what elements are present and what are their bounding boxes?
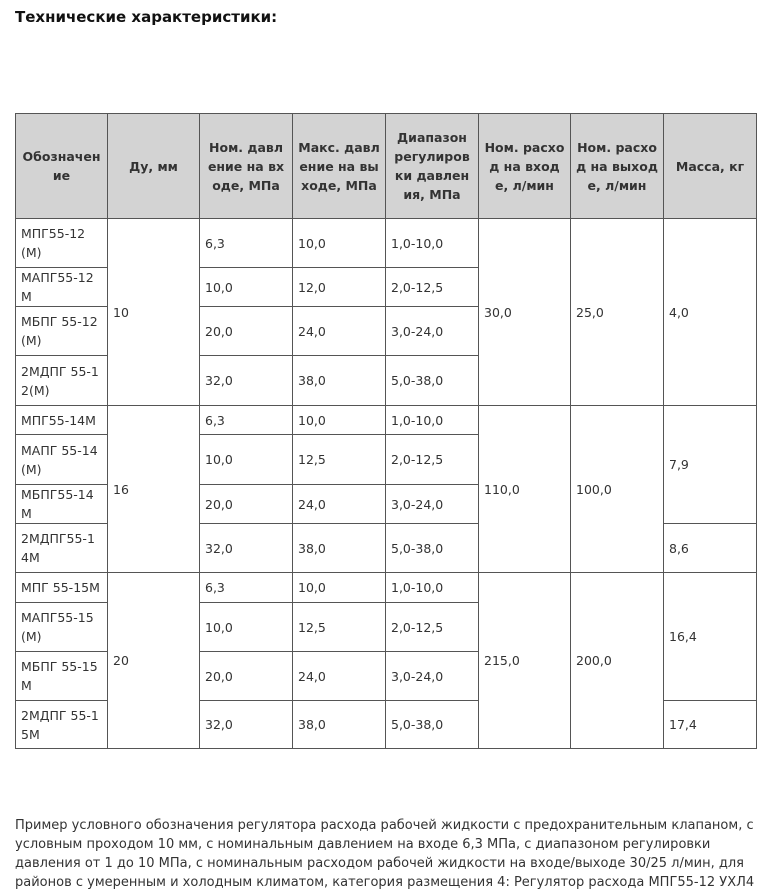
outlet-pressure-cell: 38,0 xyxy=(292,700,386,749)
mass-cell: 16,4 xyxy=(663,572,757,701)
outlet-pressure-cell: 10,0 xyxy=(292,218,386,268)
pressure-range-cell: 1,0-10,0 xyxy=(385,572,479,603)
nominal-bore-cell: 16 xyxy=(107,405,200,573)
column-header: Макс. давление на выходе, МПа xyxy=(292,113,386,219)
designation-cell: 2МДПГ 55-15М xyxy=(15,700,108,749)
table-row: МПГ 55-15М 20 6,3 10,0 1,0-10,0 215,0 200,0 16,… xyxy=(15,572,757,749)
pressure-range-cell: 5,0-38,0 xyxy=(385,355,479,406)
designation-cell: МБПГ 55-15М xyxy=(15,651,108,701)
pressure-range-cell: 3,0-24,0 xyxy=(385,651,479,701)
inlet-pressure-cell: 32,0 xyxy=(199,355,293,406)
column-header: Ном. расход на входе, л/мин xyxy=(478,113,571,219)
pressure-range-cell: 3,0-24,0 xyxy=(385,484,479,524)
nominal-bore-cell: 10 xyxy=(107,218,200,406)
designation-cell: МБПГ55-14М xyxy=(15,484,108,524)
inlet-pressure-cell: 10,0 xyxy=(199,602,293,652)
section-title: Технические характеристики: xyxy=(15,8,278,26)
outlet-pressure-cell: 12,5 xyxy=(292,602,386,652)
inlet-pressure-cell: 32,0 xyxy=(199,523,293,573)
column-header: Ном. давление на входе, МПа xyxy=(199,113,293,219)
inlet-pressure-cell: 10,0 xyxy=(199,434,293,485)
outlet-flow-cell: 25,0 xyxy=(570,218,664,406)
mass-cell: 7,9 xyxy=(663,405,757,524)
pressure-range-cell: 2,0-12,5 xyxy=(385,267,479,307)
mass-cell: 8,6 xyxy=(663,523,757,573)
pressure-range-cell: 1,0-10,0 xyxy=(385,218,479,268)
outlet-pressure-cell: 10,0 xyxy=(292,572,386,603)
designation-cell: МАПГ55-12М xyxy=(15,267,108,307)
outlet-pressure-cell: 12,5 xyxy=(292,434,386,485)
outlet-flow-cell: 100,0 xyxy=(570,405,664,573)
outlet-pressure-cell: 24,0 xyxy=(292,651,386,701)
designation-cell: МБПГ 55-12(М) xyxy=(15,306,108,356)
outlet-pressure-cell: 24,0 xyxy=(292,484,386,524)
designation-example-note: Пример условного обозначения регулятора … xyxy=(15,818,755,890)
pressure-range-cell: 2,0-12,5 xyxy=(385,434,479,485)
column-header: Масса, кг xyxy=(663,113,757,219)
pressure-range-cell: 1,0-10,0 xyxy=(385,405,479,435)
inlet-pressure-cell: 20,0 xyxy=(199,651,293,701)
pressure-range-cell: 5,0-38,0 xyxy=(385,700,479,749)
specs-table: Обозначение Ду, мм Ном. давление на входе,… xyxy=(15,113,757,749)
outlet-pressure-cell: 12,0 xyxy=(292,267,386,307)
inlet-flow-cell: 110,0 xyxy=(478,405,571,573)
outlet-pressure-cell: 24,0 xyxy=(292,306,386,356)
pressure-range-cell: 5,0-38,0 xyxy=(385,523,479,573)
designation-cell: МПГ55-12(М) xyxy=(15,218,108,268)
outlet-pressure-cell: 38,0 xyxy=(292,523,386,573)
pressure-range-cell: 2,0-12,5 xyxy=(385,602,479,652)
designation-cell: МПГ55-14М xyxy=(15,405,108,435)
inlet-pressure-cell: 6,3 xyxy=(199,218,293,268)
mass-cell: 4,0 xyxy=(663,218,757,406)
table-row: 2МДПГ 55-12(М) 32,0 38,0 5,0-38,0 xyxy=(15,355,757,406)
outlet-pressure-cell: 10,0 xyxy=(292,405,386,435)
table-row: 2МДПГ55-14М 32,0 38,0 5,0-38,0 8,6 xyxy=(15,523,757,573)
inlet-pressure-cell: 6,3 xyxy=(199,572,293,603)
inlet-pressure-cell: 32,0 xyxy=(199,700,293,749)
inlet-pressure-cell: 10,0 xyxy=(199,267,293,307)
column-header: Ном. расход на выходе, л/мин xyxy=(570,113,664,219)
column-header: Ду, мм xyxy=(107,113,200,219)
designation-cell: МАПГ 55-14(М) xyxy=(15,434,108,485)
designation-cell: МПГ 55-15М xyxy=(15,572,108,603)
inlet-pressure-cell: 20,0 xyxy=(199,484,293,524)
outlet-pressure-cell: 38,0 xyxy=(292,355,386,406)
designation-cell: МАПГ55-15(М) xyxy=(15,602,108,652)
table-row: МБПГ 55-15М 20,0 24,0 3,0-24,0 xyxy=(15,651,757,701)
inlet-pressure-cell: 6,3 xyxy=(199,405,293,435)
mass-cell: 17,4 xyxy=(663,700,757,749)
designation-cell: 2МДПГ 55-12(М) xyxy=(15,355,108,406)
designation-cell: 2МДПГ55-14М xyxy=(15,523,108,573)
table-row: МПГ55-12(М) 10 6,3 10,0 1,0-10,0 30,0 25,0 4,0 xyxy=(15,218,757,406)
table-row: МАПГ55-12М 10,0 12,0 2,0-12,5 xyxy=(15,267,757,307)
table-row: МАПГ 55-14(М) 10,0 12,5 2,0-12,5 xyxy=(15,434,757,485)
table-row: 2МДПГ 55-15М 32,0 38,0 5,0-38,0 17,4 xyxy=(15,700,757,749)
inlet-flow-cell: 215,0 xyxy=(478,572,571,749)
inlet-flow-cell: 30,0 xyxy=(478,218,571,406)
column-header: Обозначение xyxy=(15,113,108,219)
header-row: Обозначение Ду, мм Ном. давление на входе,… xyxy=(15,113,757,219)
outlet-flow-cell: 200,0 xyxy=(570,572,664,749)
pressure-range-cell: 3,0-24,0 xyxy=(385,306,479,356)
inlet-pressure-cell: 20,0 xyxy=(199,306,293,356)
column-header: Диапазон регулировки давления, МПа xyxy=(385,113,479,219)
table-row: МПГ55-14М 16 6,3 10,0 1,0-10,0 110,0 100,0 7,9 xyxy=(15,405,757,573)
nominal-bore-cell: 20 xyxy=(107,572,200,749)
table-row: МБПГ55-14М 20,0 24,0 3,0-24,0 xyxy=(15,484,757,524)
